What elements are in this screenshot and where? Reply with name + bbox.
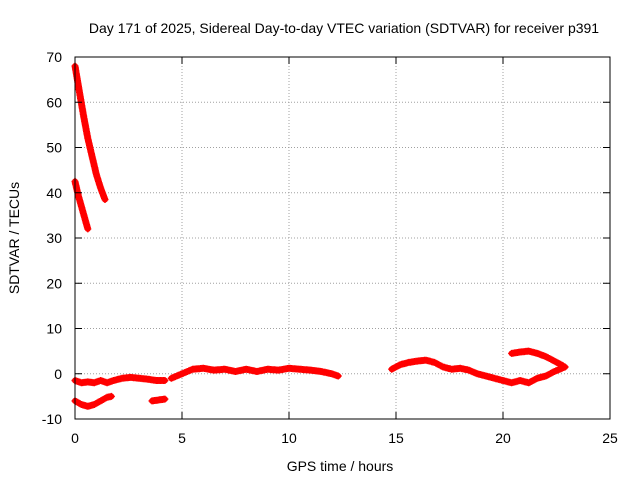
y-tick-label: 60 [46, 94, 62, 110]
y-tick-label: 70 [46, 49, 62, 65]
series-layer [71, 62, 569, 410]
y-tick-label: 30 [46, 230, 62, 246]
grid [75, 57, 610, 419]
series-afternoon [388, 356, 569, 387]
series-steep-drop-1 [71, 62, 109, 203]
y-tick-label: 50 [46, 140, 62, 156]
x-tick-labels: 0 5 10 15 20 25 [71, 430, 618, 446]
y-tick-label: 40 [46, 185, 62, 201]
ticks [74, 56, 611, 420]
series-near-zero-2 [167, 364, 342, 382]
series-short-segment [148, 395, 169, 405]
data-point [101, 196, 109, 203]
x-tick-label: 15 [388, 430, 404, 446]
series-near-zero-1 [71, 373, 169, 387]
x-axis-label: GPS time / hours [287, 458, 394, 474]
x-tick-label: 0 [71, 430, 79, 446]
x-tick-label: 5 [178, 430, 186, 446]
x-tick-label: 25 [602, 430, 618, 446]
data-point [84, 225, 92, 233]
data-point [161, 395, 169, 403]
series-late-upper [508, 347, 567, 370]
chart-title: Day 171 of 2025, Sidereal Day-to-day VTE… [89, 20, 599, 36]
y-tick-label: -10 [42, 411, 62, 427]
y-tick-label: 10 [46, 321, 62, 337]
series-steep-drop-2 [71, 177, 92, 233]
x-tick-label: 20 [495, 430, 511, 446]
data-point [161, 377, 169, 384]
y-tick-labels: -10 0 10 20 30 40 50 60 70 [42, 49, 62, 427]
series-negative-arc [71, 392, 115, 410]
data-point [334, 372, 342, 380]
x-tick-label: 10 [281, 430, 297, 446]
y-tick-label: 0 [54, 366, 62, 382]
data-point [559, 362, 567, 370]
data-point [107, 392, 115, 400]
y-axis-label: SDTVAR / TECUs [6, 182, 22, 294]
y-tick-label: 20 [46, 275, 62, 291]
